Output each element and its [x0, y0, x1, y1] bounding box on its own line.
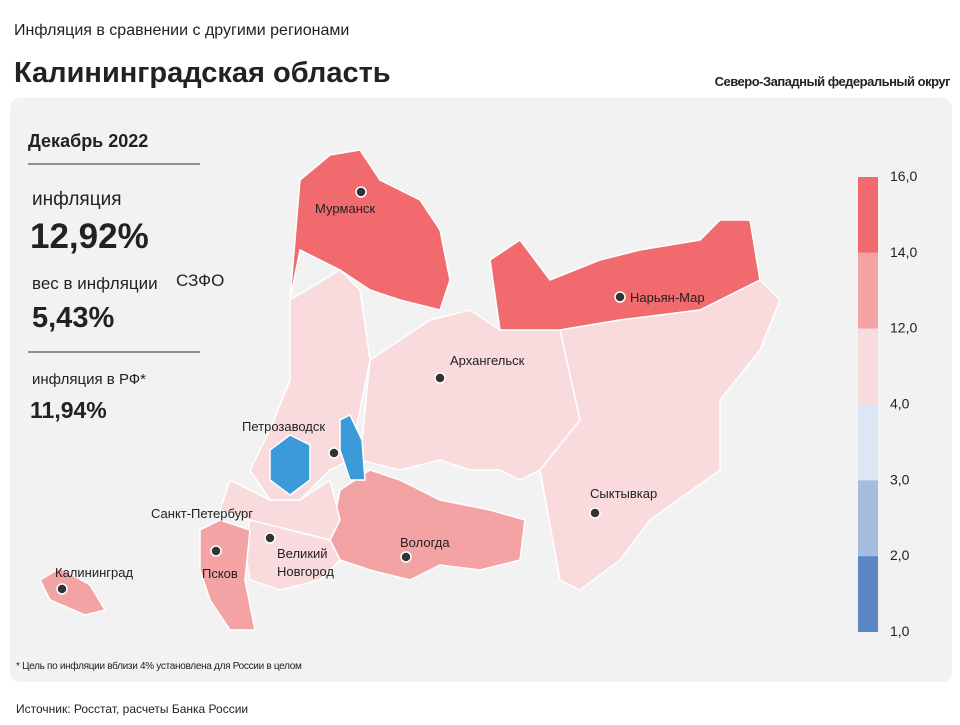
city-dot — [355, 186, 367, 198]
city-label: Петрозаводск — [242, 419, 325, 434]
city-dot — [400, 551, 412, 563]
city-label: Новгород — [277, 564, 334, 579]
region-murmansk — [289, 149, 451, 311]
legend-swatch — [858, 328, 878, 405]
city-label: Нарьян-Мар — [630, 290, 705, 305]
weight-region: СЗФО — [176, 271, 224, 290]
map — [39, 149, 781, 631]
district: Северо-Западный федеральный округ — [715, 74, 951, 89]
legend-label: 4,0 — [890, 396, 910, 412]
city-label: Калининград — [55, 565, 133, 580]
region-vologda — [329, 469, 526, 581]
weight-label: вес в инфляции — [32, 274, 158, 293]
city-dot — [589, 507, 601, 519]
legend-swatch — [858, 556, 878, 632]
city-dots — [56, 186, 626, 595]
region-leningrad — [219, 478, 341, 541]
period: Декабрь 2022 — [28, 131, 148, 151]
legend-swatch — [858, 177, 878, 253]
city-dot — [56, 583, 68, 595]
inflation-value: 12,92% — [30, 217, 149, 256]
city-label: Великий — [277, 546, 328, 561]
rf-label: инфляция в РФ* — [32, 371, 146, 388]
city-label: Псков — [202, 566, 238, 581]
legend-label: 3,0 — [890, 471, 910, 487]
city-dot — [434, 372, 446, 384]
city-dot — [264, 532, 276, 544]
city-label: Архангельск — [450, 353, 525, 368]
city-label: Вологда — [400, 535, 450, 550]
inflation-label: инфляция — [32, 189, 121, 210]
legend-label: 1,0 — [890, 623, 910, 639]
region-kaliningrad — [39, 567, 107, 616]
legend-label: 16,0 — [890, 168, 917, 184]
title: Калининградская область — [14, 57, 391, 89]
city-dot — [328, 447, 340, 459]
source: Источник: Росстат, расчеты Банка России — [16, 702, 248, 716]
lake-onega — [339, 413, 366, 481]
city-label: Мурманск — [315, 201, 375, 216]
legend-label: 12,0 — [890, 320, 917, 336]
legend-swatch — [858, 480, 878, 557]
lake-ladoga — [269, 434, 311, 496]
city-dot — [210, 545, 222, 557]
legend-label: 2,0 — [890, 547, 910, 563]
footnote: * Цель по инфляции вблизи 4% установлена… — [16, 660, 302, 672]
weight-value: 5,43% — [32, 302, 114, 334]
city-label: Сыктывкар — [590, 486, 657, 501]
legend-swatch — [858, 404, 878, 481]
city-label: Санкт-Петербург — [151, 506, 253, 521]
rf-value: 11,94% — [30, 397, 107, 423]
city-dot — [614, 291, 626, 303]
subtitle: Инфляция в сравнении с другими регионами — [14, 22, 349, 39]
legend-swatch — [858, 252, 878, 329]
legend: 16,0 14,0 12,0 4,0 3,0 2,0 1,0 — [858, 168, 917, 639]
legend-label: 14,0 — [890, 244, 917, 260]
